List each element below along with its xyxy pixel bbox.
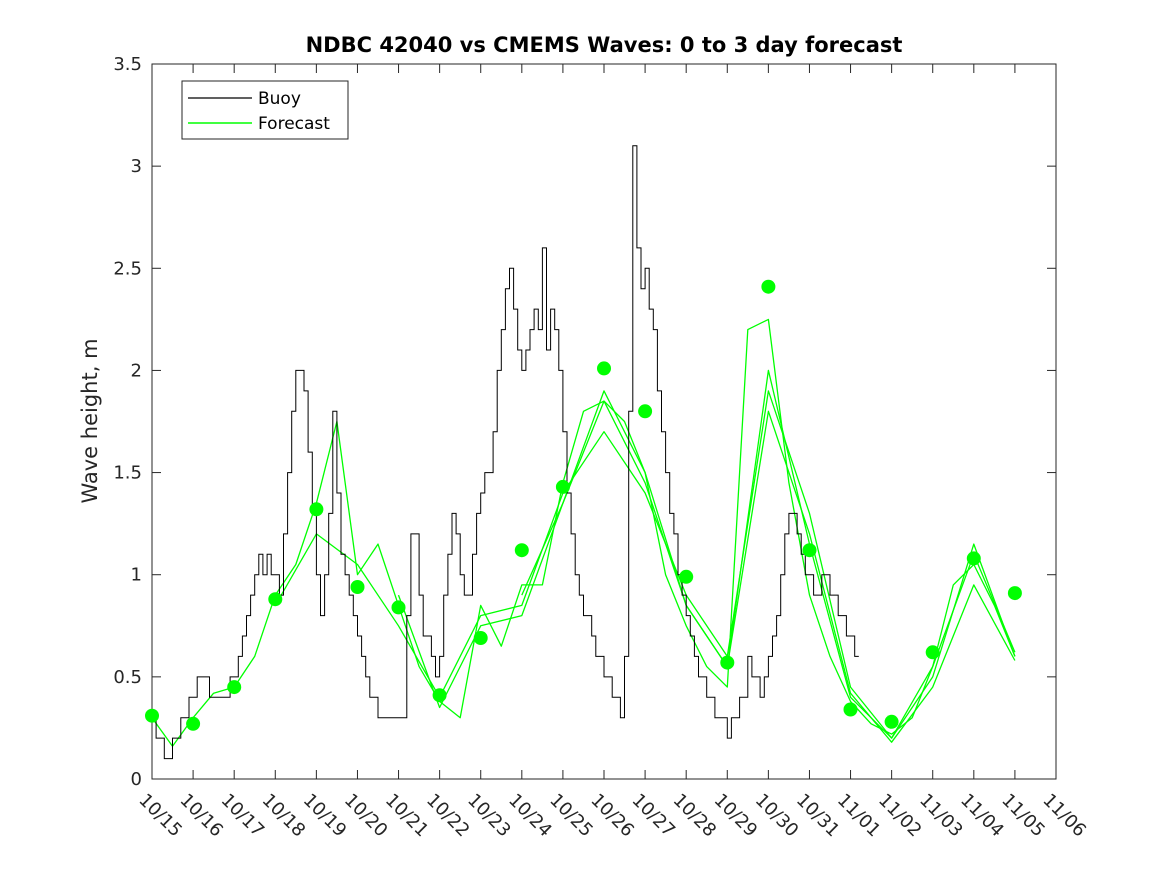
forecast-marker-21: [1007, 586, 1022, 601]
forecast-marker-14: [720, 655, 735, 670]
forecast-line-1: [151, 318, 1016, 747]
y-tick-label-5: 2.5: [113, 258, 142, 279]
y-axis-label: Wave height, m: [78, 338, 102, 503]
forecast-line-4: [521, 369, 1016, 739]
forecast-marker-7: [432, 688, 447, 703]
forecast-marker-12: [638, 404, 653, 419]
y-tick-label-4: 2: [131, 360, 142, 381]
forecast-marker-18: [884, 714, 899, 729]
legend-entry-forecast: Forecast: [258, 114, 330, 134]
plot-area: [145, 63, 1057, 780]
forecast-marker-19: [925, 645, 940, 660]
forecast-marker-20: [966, 551, 981, 566]
y-tick-label-2: 1: [131, 565, 142, 586]
forecast-marker-11: [597, 361, 611, 376]
forecast-marker-9: [514, 543, 529, 558]
legend-entry-buoy: Buoy: [258, 89, 301, 109]
y-tick-label-7: 3.5: [113, 54, 142, 75]
chart-title: NDBC 42040 vs CMEMS Waves: 0 to 3 day fo…: [306, 33, 903, 57]
y-tick-label-6: 3: [131, 156, 142, 177]
forecast-marker-15: [761, 279, 776, 294]
legend-box: [181, 80, 349, 140]
y-tick-label-0: 0: [131, 769, 142, 790]
forecast-marker-17: [843, 702, 858, 717]
y-tick-label-1: 0.5: [113, 667, 142, 688]
forecast-marker-6: [391, 600, 406, 615]
buoy-line: [152, 145, 859, 760]
forecast-marker-2: [227, 680, 242, 695]
forecast-marker-16: [802, 543, 817, 558]
y-tick-label-3: 1.5: [113, 463, 142, 484]
forecast-marker-8: [473, 631, 488, 645]
forecast-marker-13: [679, 569, 694, 584]
forecast-marker-1: [186, 716, 201, 731]
forecast-marker-10: [555, 479, 570, 494]
forecast-marker-3: [268, 592, 283, 607]
y-axis: 0 0.5 1 1.5 2 2.5 3 3.5: [113, 54, 1056, 790]
forecast-marker-0: [145, 708, 159, 723]
legend: Buoy Forecast: [181, 80, 349, 140]
forecast-marker-4: [309, 502, 324, 517]
forecast-marker-5: [350, 580, 365, 594]
